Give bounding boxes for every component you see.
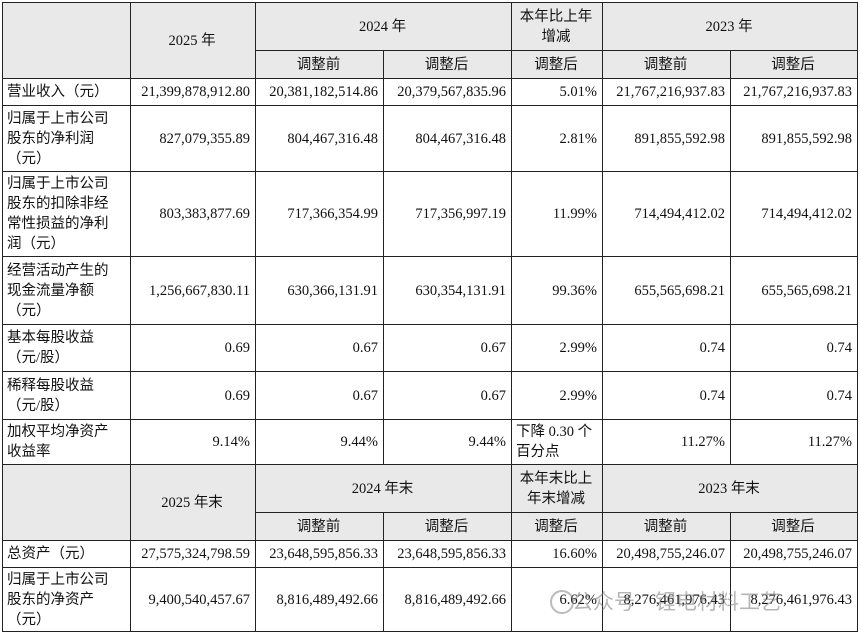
- table-row: 调整前 调整后 调整后 调整前 调整后: [3, 512, 858, 541]
- value-cell: 0.69: [130, 371, 256, 420]
- header-cell: 2024 年: [255, 2, 512, 51]
- value-cell: 21,767,216,937.83: [730, 78, 858, 106]
- row-label: 基本每股收益（元/股）: [2, 324, 131, 372]
- value-cell: 99.36%: [511, 256, 603, 325]
- header-cell: 2023 年: [602, 2, 858, 51]
- value-cell: 5.01%: [511, 78, 603, 106]
- watermark-icon: [550, 590, 574, 614]
- header-cell: 本年末比上年末增减: [511, 464, 603, 513]
- value-cell: 20,381,182,514.86: [255, 78, 384, 106]
- value-cell: 630,366,131.91: [255, 256, 384, 325]
- value-cell: 9,400,540,457.67: [130, 567, 256, 632]
- value-cell: 23,648,595,856.33: [255, 540, 384, 568]
- value-cell: 23,648,595,856.33: [383, 540, 512, 568]
- table-row: 归属于上市公司股东的扣除非经常性损益的净利润（元） 803,383,877.69 7…: [2, 171, 858, 257]
- value-cell: 2.81%: [511, 105, 603, 172]
- header-cell: 2025 年末: [130, 464, 256, 541]
- row-label: 加权平均净资产收益率: [2, 419, 131, 465]
- header-cell: 2023 年末: [602, 464, 858, 513]
- value-cell: 630,354,131.91: [383, 256, 512, 325]
- value-cell: 下降 0.30 个百分点: [511, 419, 603, 465]
- subheader-cell: 调整前: [255, 50, 384, 79]
- value-cell: 655,565,698.21: [730, 256, 858, 325]
- table-row: 稀释每股收益（元/股） 0.69 0.67 0.67 2.99% 0.74 0.74: [2, 371, 858, 420]
- value-cell: 0.74: [730, 324, 858, 372]
- value-cell: 714,494,412.02: [602, 171, 731, 257]
- value-cell: 11.27%: [730, 419, 858, 465]
- value-cell: 20,498,755,246.07: [730, 540, 858, 568]
- value-cell: 827,079,355.89: [130, 105, 256, 172]
- value-cell: 11.27%: [602, 419, 731, 465]
- row-label: 经营活动产生的现金流量净额（元）: [2, 256, 131, 325]
- table-row: 经营活动产生的现金流量净额（元） 1,256,667,830.11 630,366,…: [2, 256, 858, 325]
- value-cell: 0.74: [602, 324, 731, 372]
- value-cell: 0.67: [255, 371, 384, 420]
- corner-cell: [2, 464, 131, 541]
- table-row: 2025 年末 2024 年末 本年末比上年末增减 2023 年末: [2, 464, 858, 541]
- value-cell: 891,855,592.98: [730, 105, 858, 172]
- subheader-cell: 调整前: [602, 50, 731, 79]
- corner-cell: [2, 2, 131, 79]
- value-cell: 8,816,489,492.66: [255, 567, 384, 632]
- value-cell: 804,467,316.48: [255, 105, 384, 172]
- value-cell: 0.67: [255, 324, 384, 372]
- value-cell: 9.44%: [255, 419, 384, 465]
- header-cell: 2025 年: [130, 2, 256, 79]
- row-label: 归属于上市公司股东的净资产（元）: [2, 567, 131, 632]
- table-row: 归属于上市公司股东的净资产（元） 9,400,540,457.67 8,816,48…: [2, 567, 858, 632]
- value-cell: 717,356,997.19: [383, 171, 512, 257]
- value-cell: 0.67: [383, 324, 512, 372]
- subheader-cell: 调整后: [383, 512, 512, 541]
- watermark: 公众号 · 锂电材料工艺: [572, 590, 782, 614]
- value-cell: 21,399,878,912.80: [130, 78, 256, 106]
- value-cell: 20,379,567,835.96: [383, 78, 512, 106]
- value-cell: 11.99%: [511, 171, 603, 257]
- value-cell: 21,767,216,937.83: [602, 78, 731, 106]
- row-label: 总资产（元）: [2, 540, 131, 568]
- value-cell: 27,575,324,798.59: [130, 540, 256, 568]
- value-cell: 804,467,316.48: [383, 105, 512, 172]
- value-cell: 9.44%: [383, 419, 512, 465]
- header-cell: 2024 年末: [255, 464, 512, 513]
- subheader-cell: 调整后: [383, 50, 512, 79]
- value-cell: 714,494,412.02: [730, 171, 858, 257]
- value-cell: 0.74: [602, 371, 731, 420]
- value-cell: 1,256,667,830.11: [130, 256, 256, 325]
- table-row: 基本每股收益（元/股） 0.69 0.67 0.67 2.99% 0.74 0.74: [2, 324, 858, 372]
- row-label: 稀释每股收益（元/股）: [2, 371, 131, 420]
- value-cell: 891,855,592.98: [602, 105, 731, 172]
- subheader-cell: 调整前: [602, 512, 731, 541]
- value-cell: 717,366,354.99: [255, 171, 384, 257]
- subheader-cell: 调整后: [730, 50, 858, 79]
- row-label: 归属于上市公司股东的扣除非经常性损益的净利润（元）: [2, 171, 131, 257]
- value-cell: 9.14%: [130, 419, 256, 465]
- table-row: 营业收入（元） 21,399,878,912.80 20,381,182,514.8…: [2, 78, 858, 106]
- value-cell: 8,816,489,492.66: [383, 567, 512, 632]
- subheader-cell: 调整后: [511, 512, 603, 541]
- row-label: 归属于上市公司股东的净利润（元）: [2, 105, 131, 172]
- value-cell: 0.74: [730, 371, 858, 420]
- row-label: 营业收入（元）: [2, 78, 131, 106]
- value-cell: 16.60%: [511, 540, 603, 568]
- value-cell: 8,276,461,976.43: [730, 567, 858, 632]
- value-cell: 655,565,698.21: [602, 256, 731, 325]
- subheader-cell: 调整后: [730, 512, 858, 541]
- value-cell: 0.67: [383, 371, 512, 420]
- subheader-cell: 调整前: [255, 512, 384, 541]
- value-cell: 8,276,461,976.43: [602, 567, 731, 632]
- value-cell: 803,383,877.69: [130, 171, 256, 257]
- value-cell: 2.99%: [511, 371, 603, 420]
- table-row: 总资产（元） 27,575,324,798.59 23,648,595,856.33…: [2, 540, 858, 568]
- table-row: 归属于上市公司股东的净利润（元） 827,079,355.89 804,467,31…: [2, 105, 858, 172]
- value-cell: 0.69: [130, 324, 256, 372]
- value-cell: 20,498,755,246.07: [602, 540, 731, 568]
- table-row: 2025 年 2024 年本年比上年增减 2023 年: [2, 2, 858, 79]
- subheader-cell: 调整后: [511, 50, 603, 79]
- header-cell: 本年比上年增减: [511, 2, 603, 51]
- value-cell: 2.99%: [511, 324, 603, 372]
- table-row: 调整前 调整后 调整后 调整前 调整后: [3, 50, 858, 79]
- table-row: 加权平均净资产收益率 9.14% 9.44% 9.44% 下降 0.30 个百分点 11.…: [2, 419, 858, 465]
